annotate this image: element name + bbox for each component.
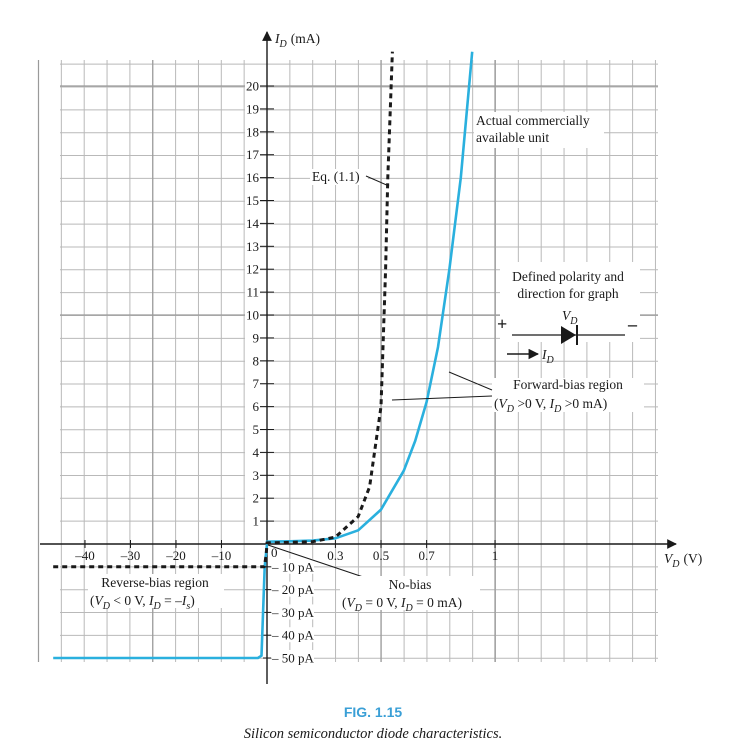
y-tick-label-bg [245, 193, 260, 207]
y-tick-label: 11 [246, 285, 259, 300]
y-tick-label-bg [245, 101, 260, 115]
y-neg-tick-label-bg [272, 558, 314, 574]
eq-label: Eq. (1.1) [312, 169, 360, 184]
diode-icon [561, 326, 576, 344]
y-tick-label-bg [245, 124, 260, 138]
y-tick-label-bg [245, 330, 260, 344]
y-neg-tick-label: – 10 pA [271, 559, 315, 574]
y-tick-label-bg [245, 170, 260, 184]
series-actual-curve [53, 51, 474, 660]
y-neg-tick-label: – 40 pA [271, 628, 315, 643]
y-tick-label-bg [245, 308, 260, 321]
y-tick-label: 4 [253, 445, 260, 460]
y-tick-label-bg [245, 491, 260, 505]
y-tick-label-bg [245, 262, 260, 276]
forward-region-label: Forward-bias region [513, 377, 623, 392]
forward-leader-to-actual [448, 371, 493, 391]
y-tick-label-bg [245, 239, 260, 253]
figure-caption: Silicon semiconductor diode characterist… [244, 726, 503, 742]
y-tick-label-bg [245, 445, 260, 459]
y-tick-label-bg [245, 422, 260, 436]
y-axis-title: ID (mA) [274, 31, 320, 50]
x-neg-tick-label: –10 [211, 548, 232, 563]
y-tick-label: 13 [246, 239, 259, 254]
x-neg-tick-label: –20 [165, 548, 186, 563]
y-tick-label: 7 [253, 376, 260, 391]
y-tick-label-bg [245, 468, 260, 482]
y-tick-label: 1 [253, 514, 260, 529]
reverse-region-condition: (VD < 0 V, ID = –Is) [90, 593, 195, 612]
y-neg-tick-label: – 20 pA [271, 582, 315, 597]
y-tick-label: 9 [253, 330, 260, 345]
actual-label-line2: available unit [476, 130, 549, 145]
y-tick-label-bg [245, 147, 260, 161]
y-tick-label-bg [245, 216, 260, 230]
y-tick-label-bg [245, 285, 260, 299]
minus-sign: – [627, 314, 638, 334]
y-neg-tick-label-bg [272, 627, 314, 643]
y-tick-label-bg [245, 514, 260, 528]
y-tick-label: 18 [246, 124, 259, 139]
x-tick-label: 0.3 [327, 548, 343, 563]
x-neg-tick-label: –30 [120, 548, 141, 563]
nobias-condition: (VD = 0 V, ID = 0 mA) [342, 595, 462, 614]
y-tick-label: 5 [253, 422, 260, 437]
y-tick-label: 16 [246, 170, 260, 185]
x-tick-label: 0.7 [418, 548, 435, 563]
plus-sign: + [497, 314, 507, 334]
nobias-label: No-bias [389, 577, 432, 592]
y-tick-label: 10 [246, 308, 259, 323]
x-tick-label: 0.5 [373, 548, 389, 563]
y-tick-label: 3 [253, 468, 260, 483]
y-tick-label-bg [245, 79, 260, 92]
vd-label: VD [562, 308, 578, 327]
y-tick-label: 12 [246, 262, 259, 277]
axes [40, 31, 677, 684]
series-eq11-curve [53, 51, 394, 569]
y-tick-label: 19 [246, 101, 259, 116]
y-neg-tick-label: – 50 pA [271, 651, 315, 666]
curves [53, 51, 474, 660]
polarity-line2: direction for graph [517, 286, 618, 301]
polarity-line1: Defined polarity and [512, 269, 624, 284]
origin-label: 0 [271, 545, 278, 560]
y-tick-label: 2 [253, 491, 260, 506]
x-axis-title: VD (V) [664, 551, 702, 570]
y-tick-label: 17 [246, 147, 260, 162]
x-neg-tick-label: –40 [74, 548, 95, 563]
eq-leader-line [365, 175, 390, 187]
y-tick-label-bg [245, 399, 260, 413]
y-tick-label-bg [245, 353, 260, 367]
forward-region-condition: (VD >0 V, ID >0 mA) [494, 396, 607, 415]
y-neg-tick-label-bg [272, 581, 314, 597]
annotations: Eq. (1.1) Actual commercially available … [88, 112, 644, 614]
id-label: ID [541, 347, 555, 366]
figure-number: FIG. 1.15 [344, 704, 403, 720]
forward-leader-to-eq [391, 395, 493, 401]
y-tick-label: 8 [253, 353, 260, 368]
y-tick-label: 20 [246, 79, 259, 94]
y-neg-tick-label-bg [272, 604, 314, 620]
y-tick-label: 14 [246, 216, 260, 231]
x-tick-label: 1 [492, 548, 499, 563]
actual-label-line1: Actual commercially [476, 113, 590, 128]
y-neg-tick-label: – 30 pA [271, 605, 315, 620]
y-tick-label-bg [245, 376, 260, 390]
reverse-region-label: Reverse-bias region [101, 575, 209, 590]
y-tick-label: 15 [246, 193, 259, 208]
y-tick-label: 6 [253, 399, 260, 414]
y-neg-tick-label-bg [272, 650, 314, 665]
